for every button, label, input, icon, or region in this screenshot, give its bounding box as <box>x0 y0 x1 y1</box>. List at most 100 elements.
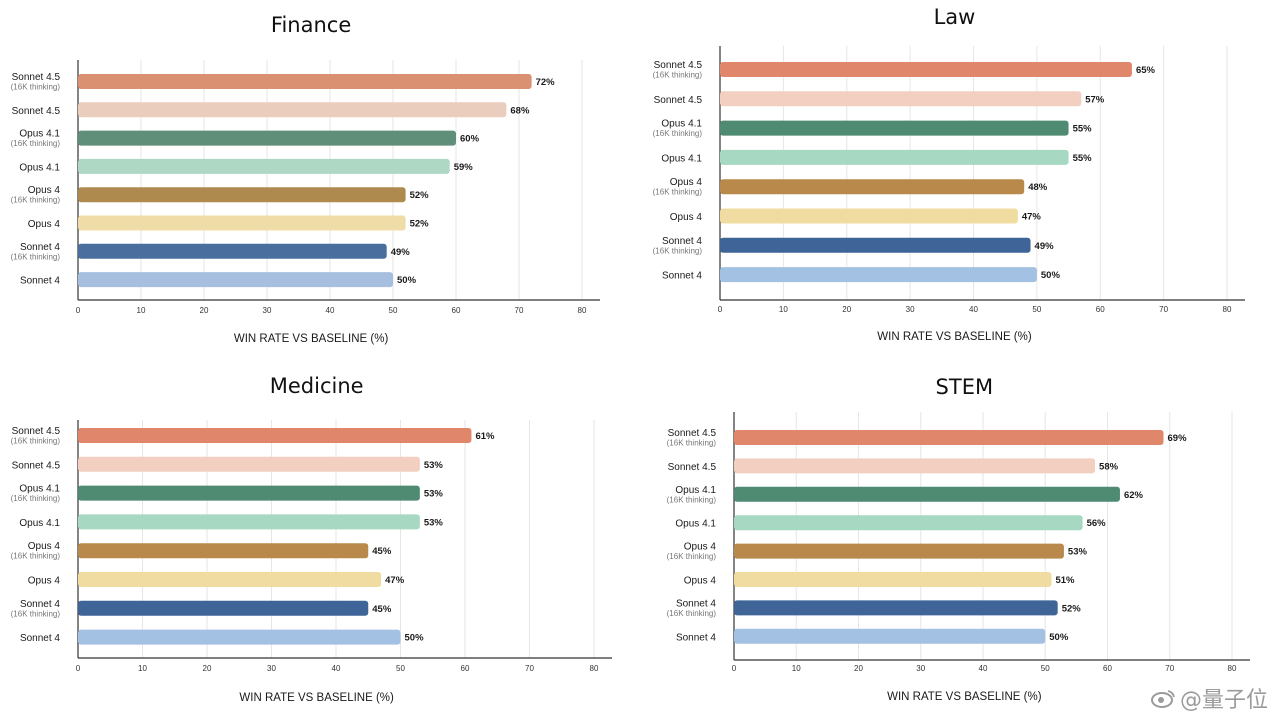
data-label: 55% <box>1073 124 1093 135</box>
x-axis-title: WIN RATE VS BASELINE (%) <box>887 691 1042 703</box>
watermark: @量子位 <box>1150 682 1268 714</box>
x-tick-label: 50 <box>1032 305 1041 314</box>
data-label: 72% <box>536 77 556 88</box>
x-tick-label: 10 <box>137 306 146 315</box>
category-label: Sonnet 4 <box>20 599 60 610</box>
category-label: Opus 4.1 <box>675 519 716 530</box>
data-label: 58% <box>1099 461 1119 472</box>
bar-opus-4-1-thinking <box>78 130 456 146</box>
category-sublabel: (16K thinking) <box>653 129 703 138</box>
x-tick-label: 80 <box>590 664 599 673</box>
category-sublabel: (16K thinking) <box>667 439 717 448</box>
x-axis-title: WIN RATE VS BASELINE (%) <box>239 692 394 704</box>
category-label: Sonnet 4.5 <box>654 60 703 71</box>
law-title: Law <box>934 5 976 29</box>
x-tick-label: 50 <box>1041 664 1050 673</box>
data-label: 56% <box>1087 518 1107 529</box>
category-label: Sonnet 4 <box>20 276 60 287</box>
x-tick-label: 30 <box>906 305 915 314</box>
data-label: 51% <box>1055 575 1075 586</box>
category-label: Sonnet 4.5 <box>12 106 61 117</box>
data-label: 45% <box>372 546 392 557</box>
x-tick-label: 30 <box>916 664 925 673</box>
data-label: 61% <box>475 431 495 442</box>
bar-sonnet-4 <box>78 629 401 645</box>
category-label: Opus 4.1 <box>661 153 702 164</box>
x-tick-label: 0 <box>76 306 81 315</box>
chart-panel-law: Law 0 10 20 30 40 50 60 70 80 65% Sonnet 4.5 (16K th… <box>640 2 1270 352</box>
bar-opus-4-1-thinking <box>78 485 420 501</box>
category-label: Sonnet 4 <box>20 242 60 253</box>
category-label: Sonnet 4 <box>676 632 716 643</box>
category-sublabel: (16K thinking) <box>11 252 61 261</box>
x-tick-label: 50 <box>389 306 398 315</box>
data-label: 47% <box>1022 212 1042 223</box>
data-label: 50% <box>1049 632 1069 643</box>
x-tick-label: 50 <box>396 664 405 673</box>
bar-opus-4-thinking <box>720 179 1025 195</box>
bar-opus-4-1-thinking <box>734 486 1120 502</box>
x-axis-title: WIN RATE VS BASELINE (%) <box>877 331 1032 343</box>
x-tick-label: 80 <box>1228 664 1237 673</box>
category-label: Opus 4.1 <box>675 485 716 496</box>
data-label: 60% <box>460 134 480 145</box>
x-tick-label: 30 <box>263 306 272 315</box>
bar-sonnet-4-thinking <box>720 237 1031 253</box>
x-tick-label: 10 <box>138 664 147 673</box>
category-label: Opus 4.1 <box>19 484 60 495</box>
x-tick-label: 60 <box>452 306 461 315</box>
category-label: Opus 4.1 <box>661 119 702 130</box>
category-label: Opus 4.1 <box>19 129 60 140</box>
bar-opus-4 <box>720 208 1018 224</box>
category-sublabel: (16K thinking) <box>653 246 703 255</box>
x-tick-label: 0 <box>76 664 81 673</box>
medicine-title: Medicine <box>270 374 364 398</box>
category-label: Opus 4 <box>28 185 61 196</box>
x-tick-label: 70 <box>1159 305 1168 314</box>
bar-sonnet-4-5 <box>720 91 1082 107</box>
category-sublabel: (16K thinking) <box>11 437 61 446</box>
data-label: 45% <box>372 604 392 615</box>
data-label: 53% <box>424 460 444 471</box>
x-tick-label: 20 <box>854 664 863 673</box>
data-label: 48% <box>1028 182 1048 193</box>
bar-opus-4-1 <box>734 515 1083 531</box>
data-label: 55% <box>1073 153 1093 164</box>
x-tick-label: 40 <box>332 664 341 673</box>
finance-title: Finance <box>271 13 351 37</box>
data-label: 50% <box>405 633 425 644</box>
chart-panel-finance: Finance 0 10 20 30 40 50 60 70 80 72% Sonnet 4.5 (16… <box>0 8 630 353</box>
bar-sonnet-4 <box>720 267 1037 283</box>
category-sublabel: (16K thinking) <box>11 196 61 205</box>
category-sublabel: (16K thinking) <box>11 494 61 503</box>
x-tick-label: 40 <box>979 664 988 673</box>
category-sublabel: (16K thinking) <box>667 495 717 504</box>
x-axis-title: WIN RATE VS BASELINE (%) <box>234 333 389 345</box>
x-tick-label: 60 <box>1103 664 1112 673</box>
category-sublabel: (16K thinking) <box>11 552 61 561</box>
bar-sonnet-4-5 <box>734 458 1096 474</box>
bar-sonnet-4-5 <box>78 456 420 472</box>
category-label: Sonnet 4.5 <box>12 426 61 437</box>
data-label: 65% <box>1136 65 1156 76</box>
bar-sonnet-4-5-thinking <box>78 74 532 89</box>
category-label: Sonnet 4.5 <box>668 462 717 473</box>
x-tick-label: 0 <box>732 664 737 673</box>
category-label: Opus 4 <box>684 542 717 553</box>
x-tick-label: 20 <box>200 306 209 315</box>
category-label: Sonnet 4.5 <box>12 460 61 471</box>
category-sublabel: (16K thinking) <box>653 188 703 197</box>
x-tick-label: 60 <box>1096 305 1105 314</box>
data-label: 52% <box>1062 603 1082 614</box>
data-label: 57% <box>1085 94 1105 105</box>
category-label: Opus 4 <box>28 541 61 552</box>
category-label: Opus 4.1 <box>19 162 60 173</box>
data-label: 50% <box>1041 270 1061 281</box>
category-label: Opus 4 <box>28 219 61 230</box>
bar-opus-4 <box>734 572 1052 587</box>
bar-opus-4-1 <box>720 149 1069 165</box>
